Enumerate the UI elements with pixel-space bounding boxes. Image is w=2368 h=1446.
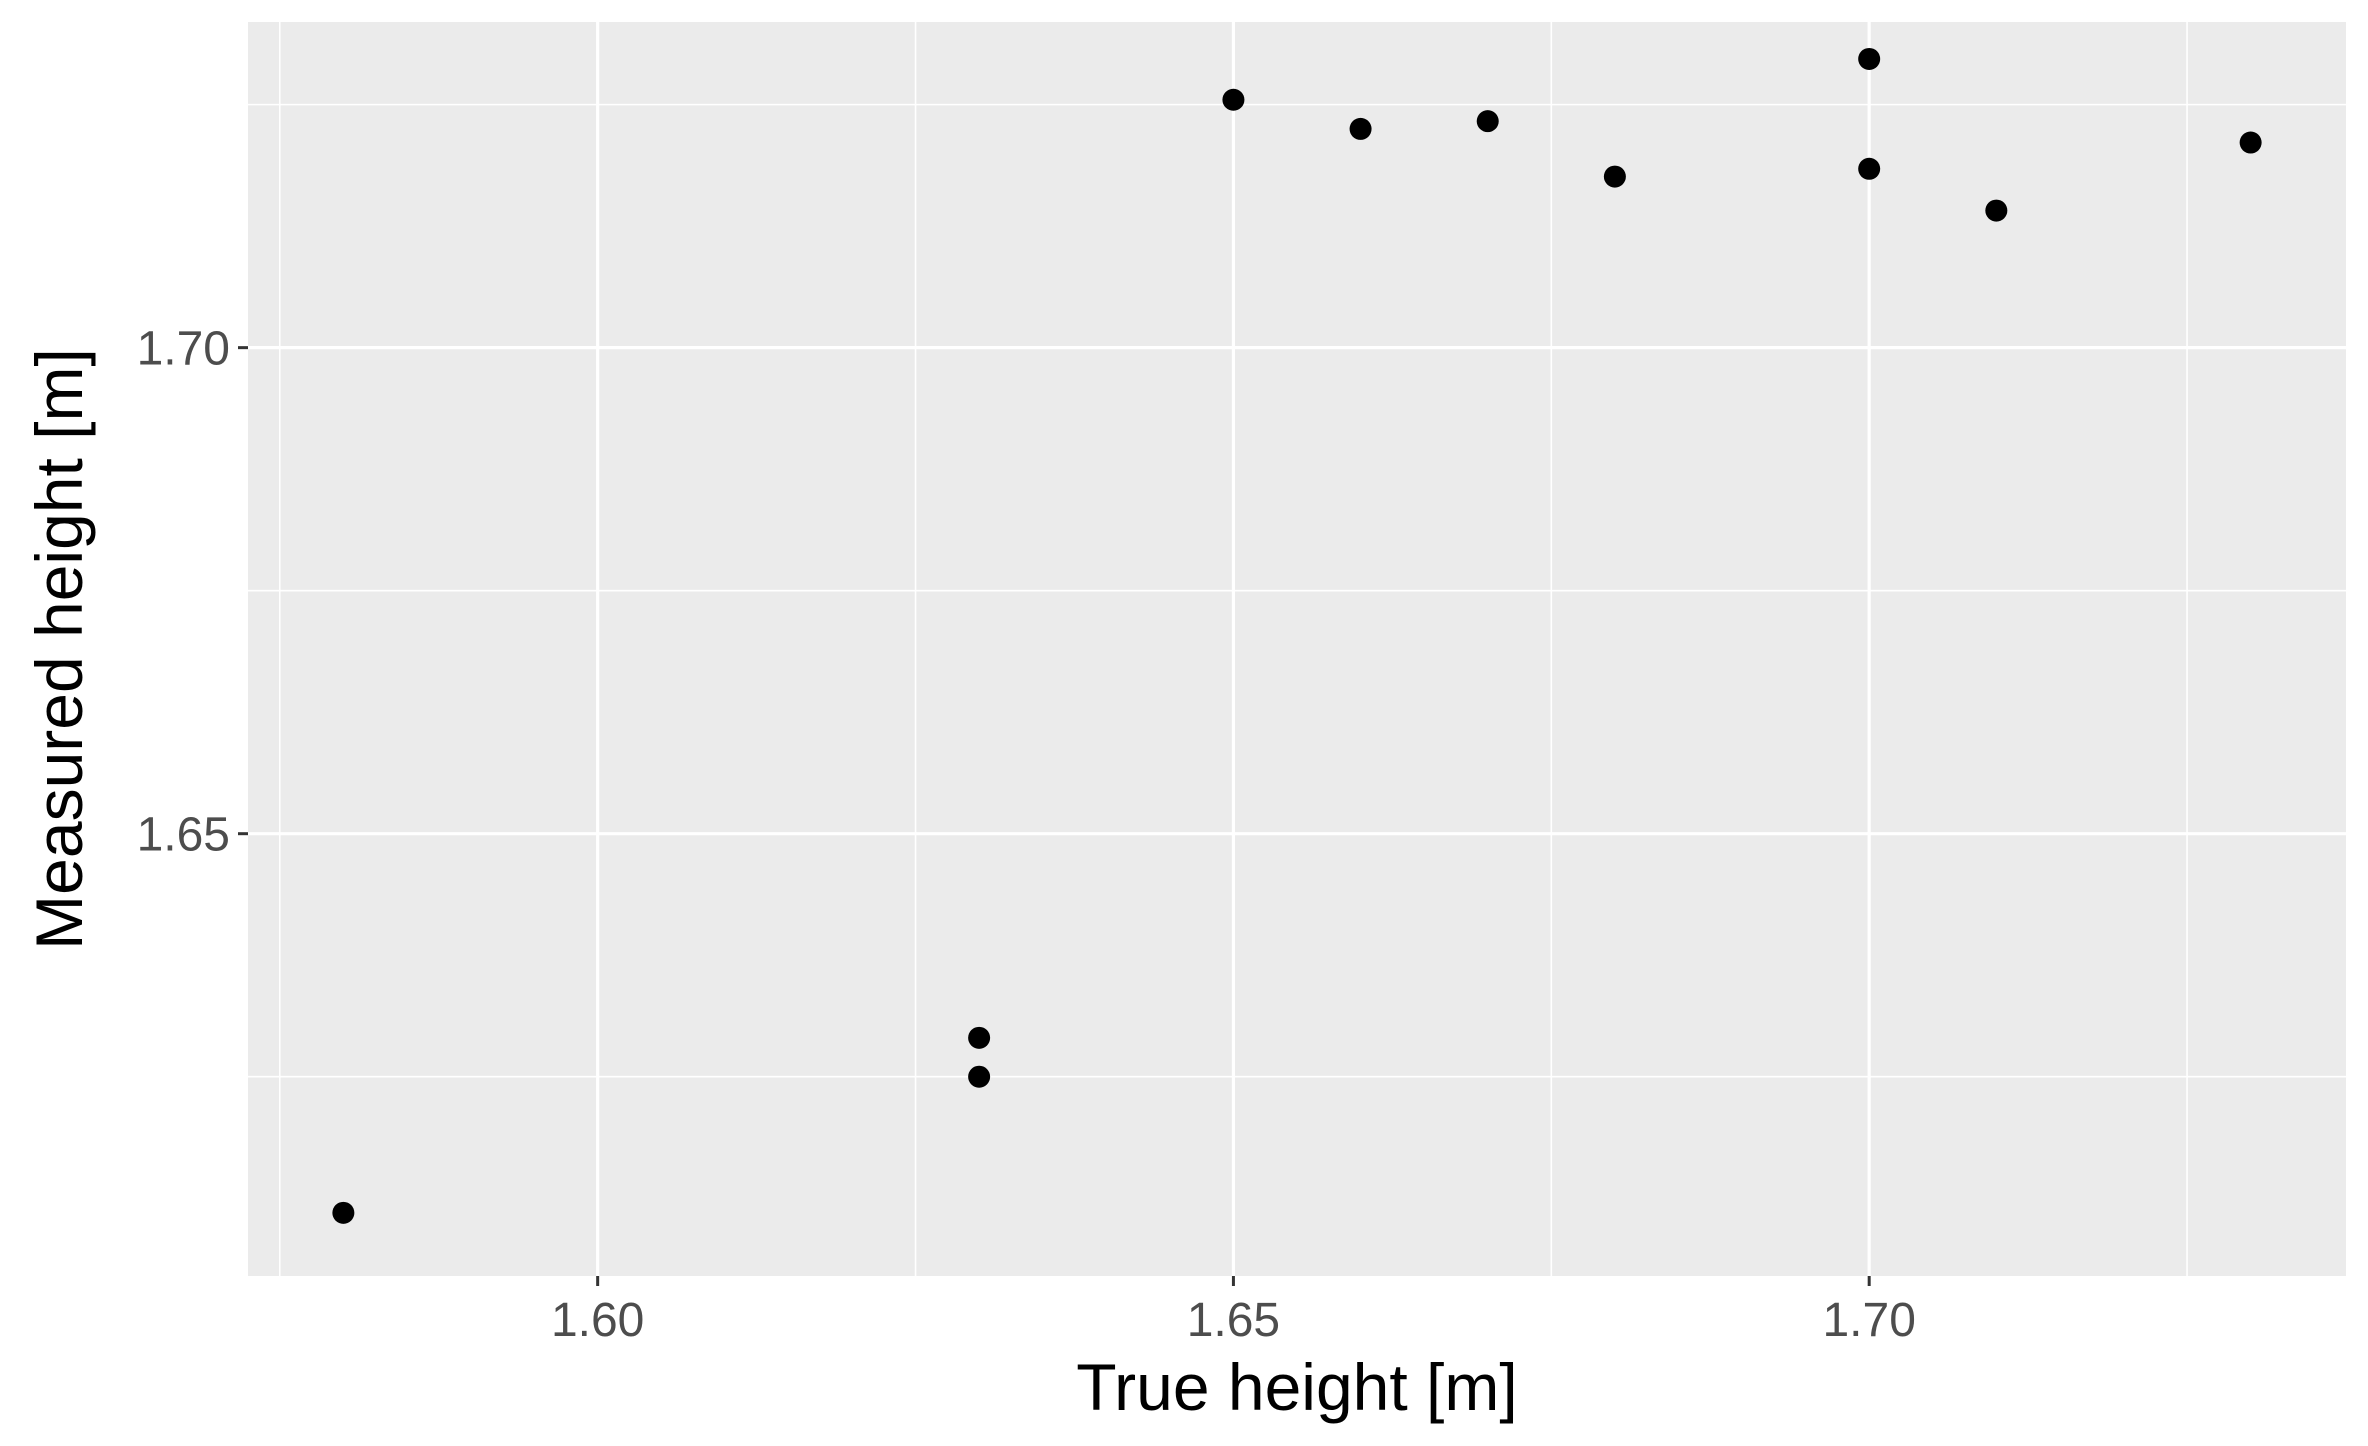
data-point (1858, 47, 1881, 70)
x-tick-label: 1.70 (1822, 1294, 1915, 1347)
data-point (1858, 157, 1881, 180)
data-point (1222, 88, 1245, 111)
x-axis-title: True height [m] (1076, 1350, 1517, 1424)
y-axis-title: Measured height [m] (22, 348, 96, 950)
data-point (332, 1201, 355, 1224)
major-gridlines (248, 22, 2346, 1276)
x-axis-ticks: 1.60 1.65 1.70 (551, 1276, 1916, 1347)
y-tick-label: 1.70 (137, 323, 230, 376)
data-points (332, 47, 2262, 1224)
x-tick-label: 1.60 (551, 1294, 644, 1347)
data-point (968, 1026, 991, 1049)
data-point (968, 1065, 991, 1088)
data-point (1476, 110, 1499, 133)
data-point (1349, 117, 1372, 140)
x-tick-label: 1.65 (1187, 1294, 1280, 1347)
plot-panel (248, 22, 2346, 1276)
y-axis-ticks: 1.65 1.70 (137, 323, 248, 862)
data-point (1603, 165, 1626, 188)
data-point (2239, 131, 2262, 154)
y-tick-label: 1.65 (137, 809, 230, 862)
data-point (1985, 199, 2008, 222)
